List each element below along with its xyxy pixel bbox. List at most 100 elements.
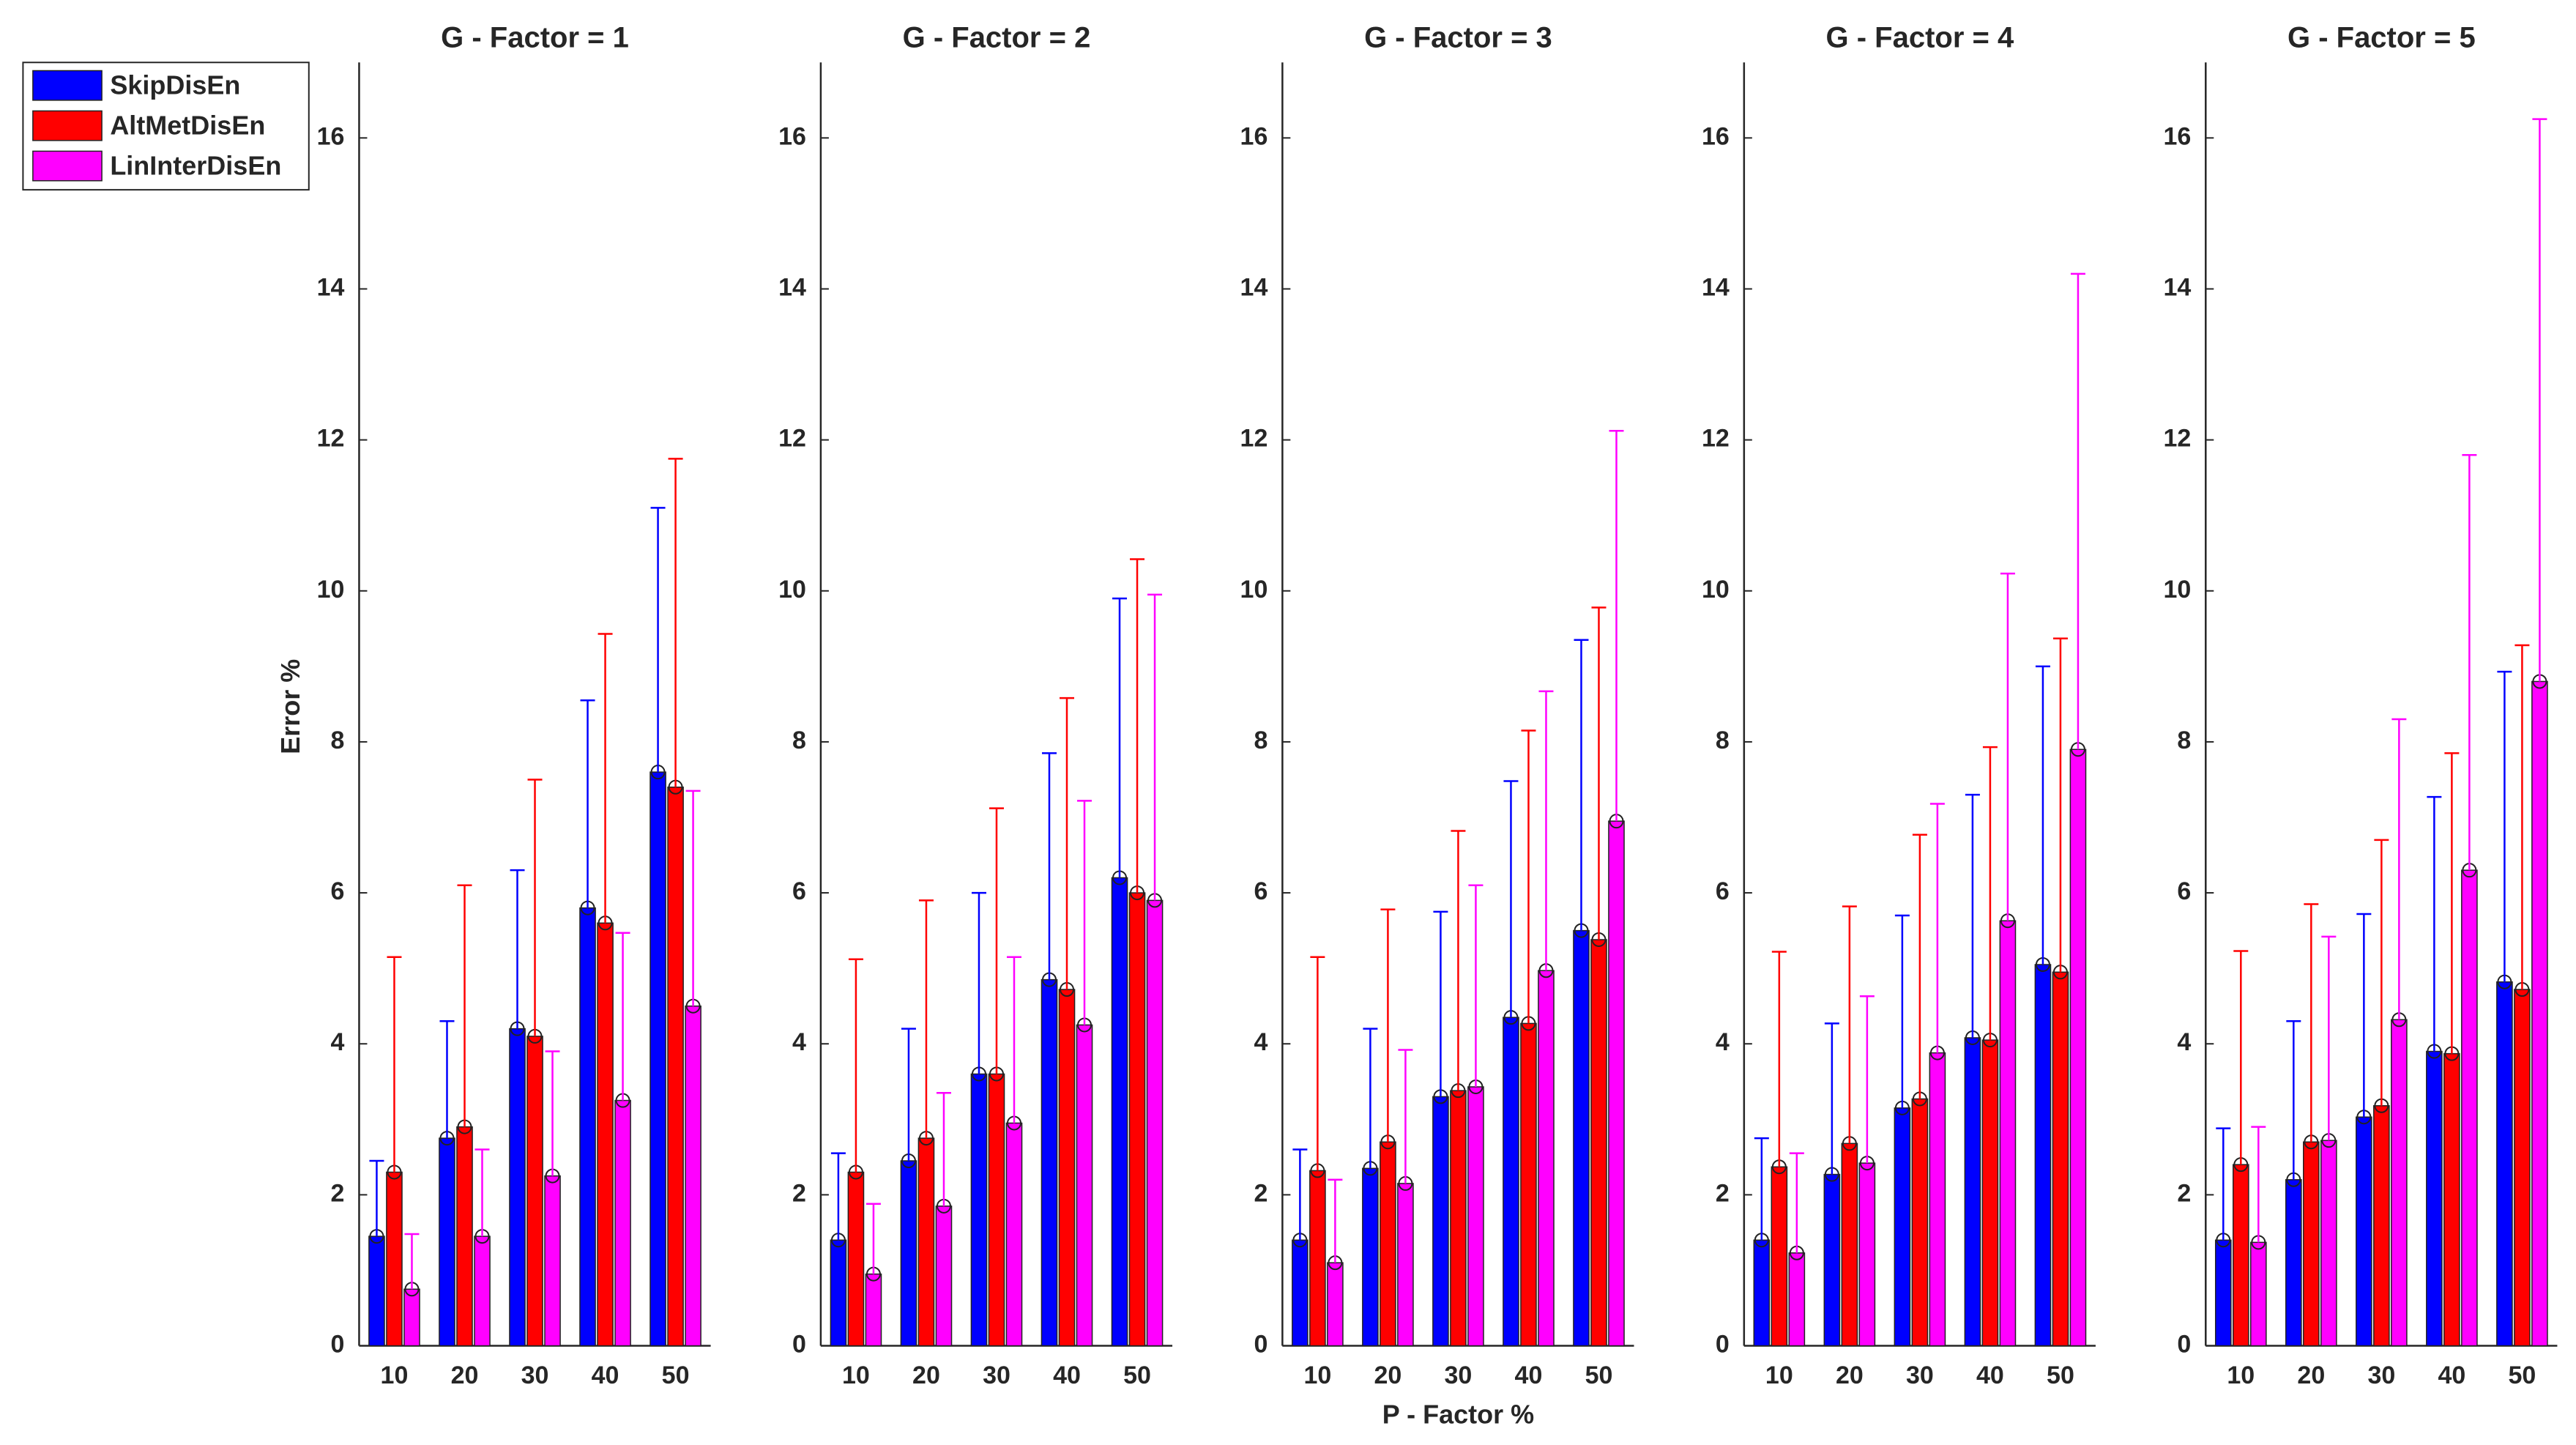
- y-tick-label: 0: [1716, 1331, 1730, 1359]
- error-bar: [439, 1020, 455, 1139]
- error-bar: [1965, 793, 1980, 1038]
- subplot: G - Factor = 2 0 2 4 6 8 10 12 14 16 10 20 30 40 50: [778, 21, 1173, 1389]
- error-bar: [1130, 558, 1145, 894]
- x-tick-label: 40: [592, 1362, 619, 1389]
- x-tick-label: 30: [983, 1362, 1010, 1389]
- bar: [988, 1073, 1005, 1347]
- error-bar: [1363, 1028, 1378, 1169]
- bar: [2373, 1104, 2390, 1347]
- error-bar: [2391, 718, 2407, 1020]
- y-tick-label: 12: [1240, 425, 1268, 453]
- error-bar: [2444, 752, 2460, 1054]
- x-tick-label: 50: [2508, 1362, 2536, 1389]
- legend-label: SkipDisEn: [110, 70, 240, 100]
- bar: [509, 1028, 526, 1347]
- y-tick-label: 16: [317, 122, 345, 150]
- y-tick-label: 6: [792, 877, 806, 905]
- y-tick-label: 8: [331, 727, 345, 754]
- error-bar: [971, 891, 986, 1074]
- x-tick-label: 50: [662, 1362, 690, 1389]
- error-bar: [1771, 951, 1787, 1167]
- y-tick-label: 14: [1240, 273, 1268, 301]
- y-tick-label: 8: [2177, 727, 2191, 754]
- error-bar: [1842, 905, 1857, 1144]
- bar: [685, 1005, 701, 1347]
- chart-title: G - Factor = 5: [2287, 21, 2476, 53]
- error-bar: [918, 899, 934, 1139]
- y-axis-label: Error %: [275, 659, 305, 754]
- bar: [970, 1073, 988, 1347]
- y-tick-label: 14: [2163, 273, 2191, 301]
- y-tick-label: 12: [778, 425, 806, 453]
- bar: [2249, 1241, 2267, 1347]
- bar: [1397, 1183, 1414, 1347]
- error-bar: [2233, 950, 2249, 1165]
- y-tick-label: 8: [792, 727, 806, 754]
- x-tick-label: 40: [1053, 1362, 1081, 1389]
- bar: [579, 907, 596, 1347]
- error-bar: [1468, 884, 1484, 1087]
- y-tick-label: 12: [2163, 425, 2191, 453]
- error-bar: [1609, 430, 1624, 822]
- error-bar: [387, 956, 402, 1173]
- bar: [1380, 1141, 1396, 1347]
- error-bar: [2304, 903, 2319, 1143]
- bar: [2496, 981, 2513, 1347]
- x-tick-label: 40: [1515, 1362, 1543, 1389]
- error-bar: [1824, 1022, 1839, 1175]
- x-tick-label: 30: [1906, 1362, 1934, 1389]
- y-tick-label: 2: [1254, 1179, 1267, 1207]
- error-bar: [404, 1233, 420, 1290]
- x-tick-label: 40: [1976, 1362, 2004, 1389]
- y-tick-label: 0: [1254, 1331, 1267, 1359]
- bar: [1128, 892, 1146, 1347]
- bar: [544, 1175, 561, 1347]
- y-tick-label: 4: [1254, 1028, 1267, 1056]
- y-tick-label: 0: [792, 1331, 806, 1359]
- subplot: G - Factor = 3 0 2 4 6 8 10 12 14 16 10 20 30 40 50 P -…: [1240, 21, 1634, 1430]
- y-tick-label: 10: [2163, 576, 2191, 603]
- y-tick-label: 16: [2163, 122, 2191, 150]
- error-bar: [2532, 118, 2547, 682]
- x-tick-label: 20: [1374, 1362, 1401, 1389]
- y-tick-label: 16: [1240, 122, 1268, 150]
- bar: [1146, 899, 1164, 1347]
- error-bar: [2070, 272, 2085, 750]
- error-bar: [510, 869, 525, 1029]
- error-bar: [1574, 639, 1589, 931]
- bar: [2214, 1239, 2232, 1347]
- bar: [1964, 1037, 1981, 1347]
- error-bar: [2356, 913, 2372, 1118]
- bar: [1841, 1143, 1858, 1347]
- x-tick-label: 50: [1585, 1362, 1613, 1389]
- legend-label: LinInterDisEn: [110, 150, 281, 180]
- error-bar: [901, 1028, 916, 1161]
- error-bar: [615, 932, 630, 1101]
- legend-label: AltMetDisEn: [110, 110, 265, 140]
- bar: [2531, 680, 2548, 1347]
- legend-swatch: [32, 110, 103, 141]
- x-tick-label: 50: [2047, 1362, 2074, 1389]
- error-bar: [830, 1152, 846, 1241]
- error-bar: [580, 699, 595, 908]
- y-tick-label: 2: [792, 1179, 806, 1207]
- error-bar: [2286, 1020, 2301, 1180]
- bar: [847, 1171, 865, 1347]
- bar: [1450, 1090, 1467, 1347]
- y-tick-label: 2: [1716, 1179, 1730, 1207]
- error-bar: [1380, 908, 1396, 1143]
- bar: [2034, 964, 2052, 1347]
- error-bar: [1112, 597, 1128, 878]
- bar: [1981, 1039, 1999, 1347]
- bar: [1999, 920, 2017, 1347]
- bar: [386, 1171, 403, 1347]
- subplot: G - Factor = 4 0 2 4 6 8 10 12 14 16 10 20 30 40 50: [1702, 21, 2096, 1389]
- error-bar: [457, 884, 472, 1127]
- subplot: G - Factor = 1 0 2 4 6 8 10 12 14 16 10 20 30 40 50 Err…: [275, 21, 711, 1389]
- error-bar: [2251, 1126, 2266, 1243]
- bar: [614, 1099, 631, 1347]
- error-bar: [1859, 995, 1875, 1164]
- bar: [1771, 1166, 1788, 1347]
- x-tick-label: 20: [451, 1362, 479, 1389]
- legend-swatch: [32, 70, 103, 101]
